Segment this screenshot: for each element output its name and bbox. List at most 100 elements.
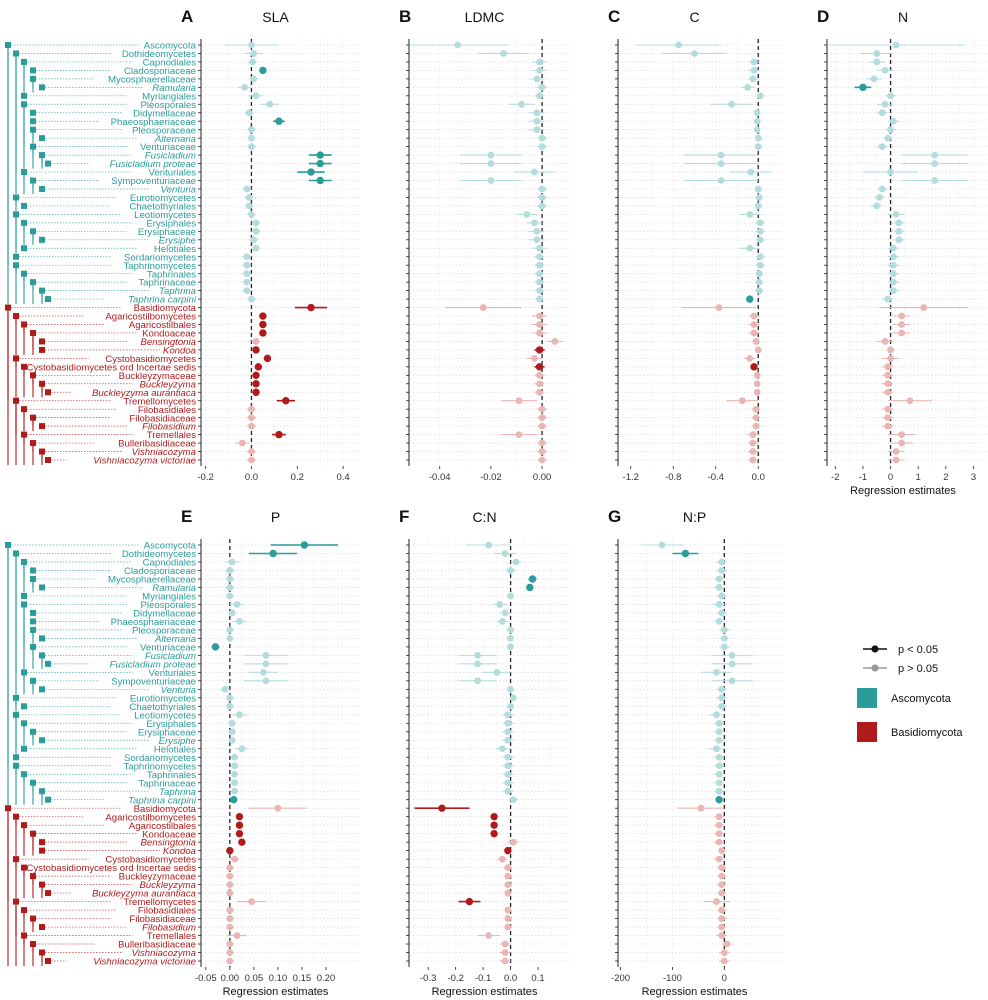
taxon-label: Venturiales <box>149 668 197 679</box>
estimate-point <box>753 380 761 388</box>
x-tick-label: 0.15 <box>293 973 312 984</box>
estimate-point <box>531 219 538 227</box>
tree-node <box>21 745 27 752</box>
estimate-point <box>535 363 544 371</box>
estimate-point <box>755 278 763 286</box>
taxon-label: Kondoaceae <box>142 829 196 840</box>
estimate-point <box>887 354 894 362</box>
taxon-label: Pleosporales <box>141 100 197 111</box>
estimate-point <box>752 405 760 413</box>
estimate-point <box>266 100 274 108</box>
estimate-point <box>750 67 758 74</box>
estimate-point <box>873 202 881 210</box>
tree-node <box>39 847 45 854</box>
estimate-point <box>931 160 939 167</box>
taxon-label: Sympoventuriaceae <box>111 176 196 187</box>
tree-node <box>39 924 45 931</box>
estimate-point <box>538 194 546 201</box>
taxon-label: Venturiaceae <box>140 142 196 153</box>
estimate-point <box>889 117 897 125</box>
estimate-point <box>504 923 512 931</box>
tree-node <box>45 660 51 667</box>
estimate-point <box>245 109 253 117</box>
estimate-point <box>895 227 903 235</box>
x-tick-label: 0.05 <box>245 973 264 984</box>
estimate-point <box>504 915 512 922</box>
estimate-point <box>873 50 881 57</box>
estimate-point <box>248 41 255 49</box>
panel-g: G N:P -200 -100 0 Regression estimates <box>608 507 781 998</box>
estimate-point <box>892 456 900 464</box>
estimate-point <box>252 371 260 380</box>
estimate-point <box>515 431 523 438</box>
estimate-point <box>490 812 498 821</box>
tree-node <box>45 796 51 803</box>
legend-basidio-label: Basidiomycota <box>891 727 963 739</box>
estimate-point <box>474 651 482 659</box>
estimate-point <box>465 897 474 906</box>
x-tick-label: 0 <box>722 973 727 984</box>
estimate-point <box>536 329 543 337</box>
estimate-point <box>252 219 260 227</box>
estimate-point <box>504 736 512 744</box>
estimate-point <box>438 804 446 812</box>
estimate-point <box>507 634 514 642</box>
x-tick-label: -0.02 <box>480 472 502 483</box>
estimate-point <box>231 855 239 863</box>
estimate-point <box>236 618 243 625</box>
estimate-point <box>500 50 508 57</box>
taxon-label: Kondoa <box>163 846 196 857</box>
estimate-point <box>889 253 897 261</box>
estimate-point <box>307 168 315 176</box>
x-tick-label: 0.2 <box>291 472 304 483</box>
estimate-point <box>248 414 255 422</box>
estimate-point <box>756 227 764 235</box>
estimate-point <box>728 100 736 108</box>
estimate-point <box>889 287 897 295</box>
estimate-point <box>533 236 541 244</box>
estimate-point <box>756 261 764 269</box>
estimate-point <box>920 304 928 311</box>
x-tick-label: 0.0 <box>245 472 258 483</box>
tree-node <box>30 109 36 116</box>
tree-node <box>45 958 51 964</box>
estimate-point <box>749 75 757 83</box>
estimate-point <box>498 618 506 625</box>
estimate-point <box>226 592 234 600</box>
estimate-point <box>269 549 277 558</box>
estimate-point <box>749 439 757 447</box>
estimate-point <box>715 304 723 311</box>
estimate-point <box>881 100 889 108</box>
estimate-point <box>226 584 234 591</box>
estimate-point <box>756 219 764 227</box>
estimate-point <box>501 940 509 948</box>
estimate-point <box>538 83 546 91</box>
taxon-label: Mycosphaerellaceae <box>108 575 196 586</box>
tree-node <box>21 703 27 710</box>
estimate-point <box>243 261 251 269</box>
estimate-point <box>229 795 238 804</box>
estimate-point <box>931 177 939 184</box>
taxon-label: Cystobasidiomycetes <box>105 855 196 866</box>
estimate-point <box>250 75 258 83</box>
estimate-point <box>884 380 892 388</box>
estimate-point <box>498 855 506 863</box>
taxon-label: Buckleyzymaceae <box>119 872 196 883</box>
tree-node <box>39 635 45 642</box>
estimate-point <box>876 194 883 201</box>
tree-node <box>39 135 45 142</box>
estimate-point <box>504 728 512 736</box>
estimate-point <box>754 346 762 354</box>
estimate-point <box>715 762 723 770</box>
estimate-point <box>892 210 900 218</box>
estimate-point <box>490 821 498 829</box>
legend-sig-marker <box>871 645 879 653</box>
x-tick-label: -2 <box>831 472 839 483</box>
estimate-point <box>454 41 462 49</box>
taxon-label: Cystobasidiomycetes <box>105 354 196 365</box>
estimate-point <box>226 575 234 583</box>
estimate-point <box>747 168 755 176</box>
taxon-label: Leotiomycetes <box>134 210 196 221</box>
panel-title: C:N <box>472 509 496 525</box>
